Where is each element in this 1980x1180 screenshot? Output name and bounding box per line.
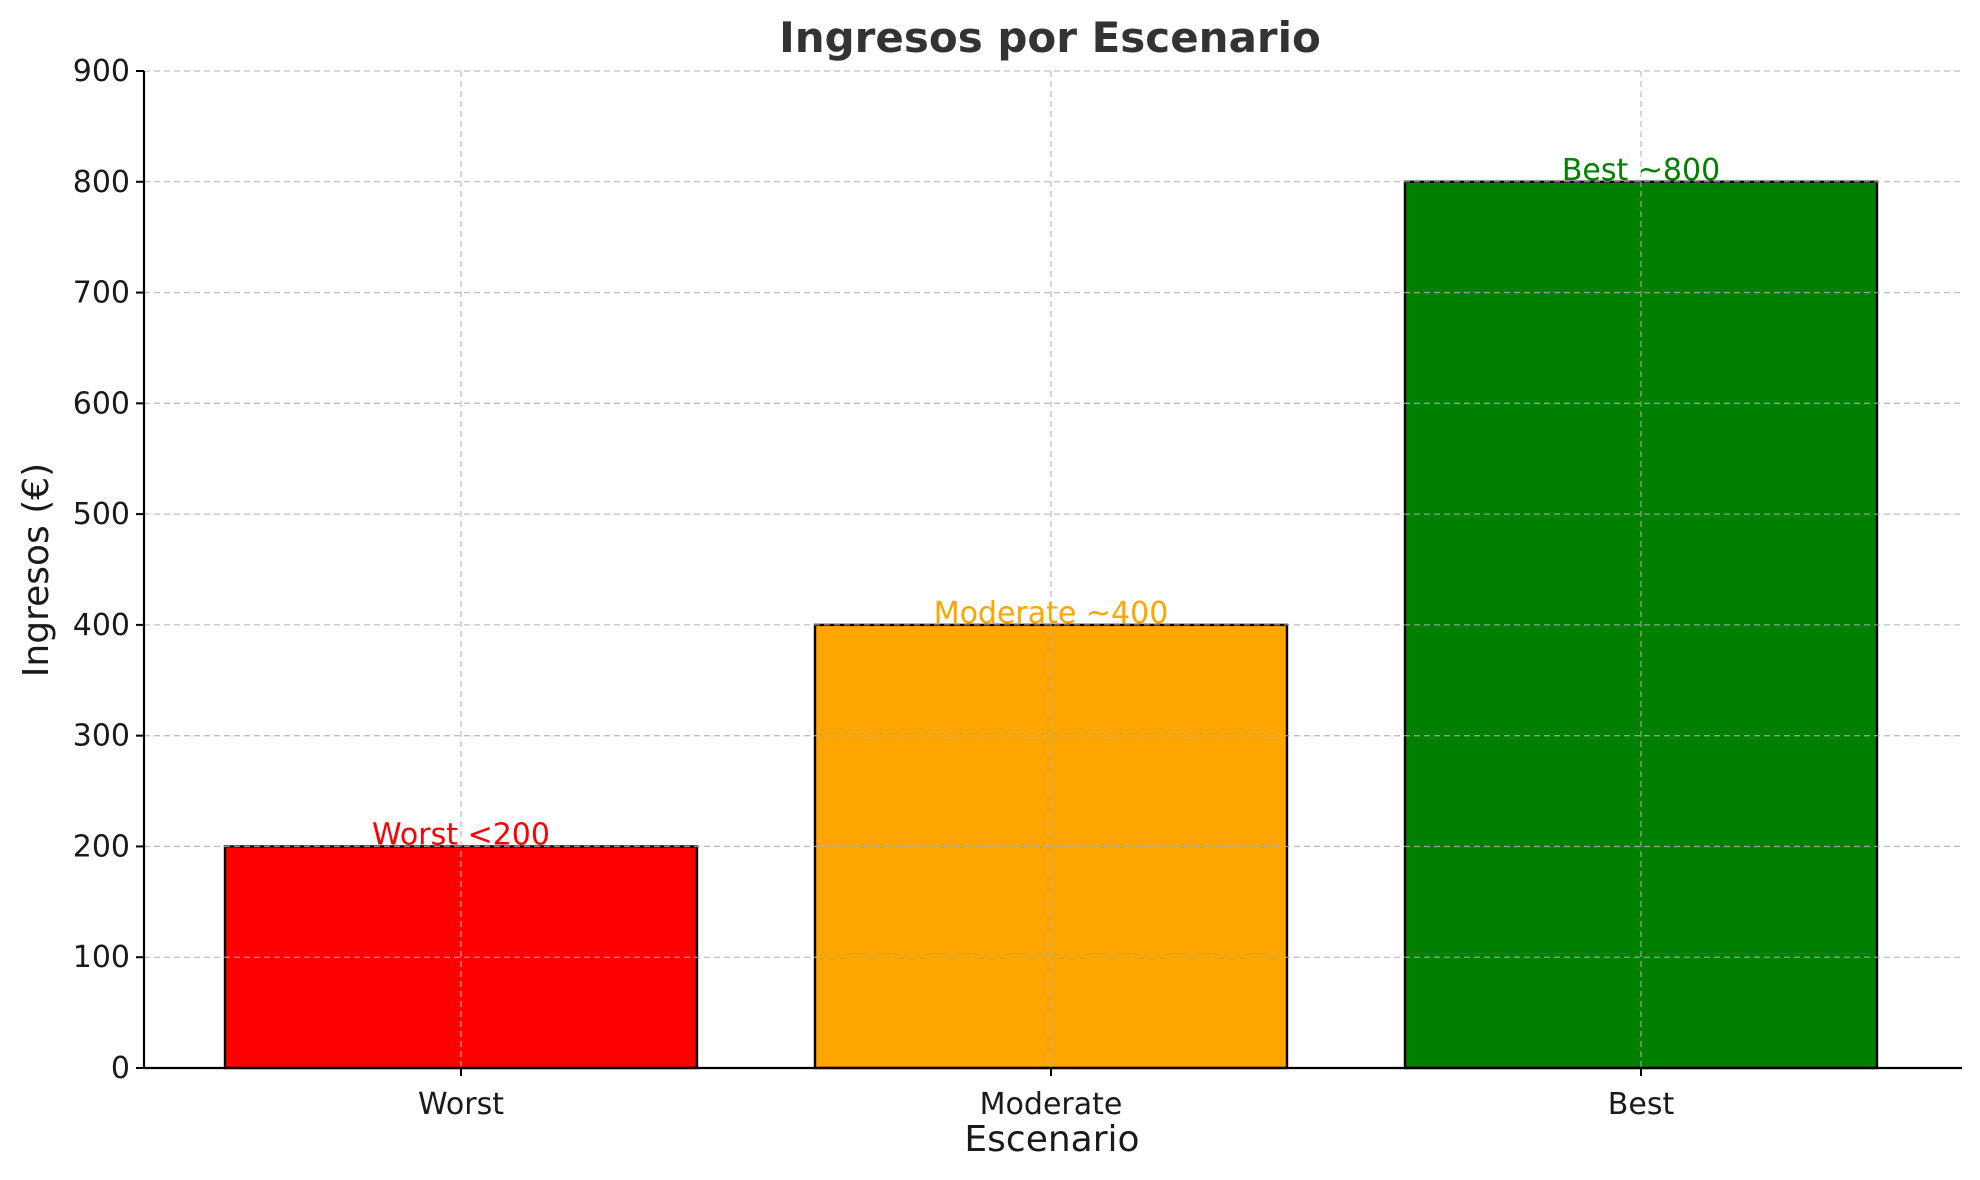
grid xyxy=(144,70,1962,1068)
bar-annotation-worst: Worst <200 xyxy=(372,817,550,852)
axes xyxy=(142,71,1962,1070)
bar-annotation-best: Best ~800 xyxy=(1562,153,1720,188)
y-tick-label: 900 xyxy=(73,54,130,89)
y-tick-label: 300 xyxy=(73,719,130,754)
bar-annotation-moderate: Moderate ~400 xyxy=(934,596,1169,631)
x-tick-label: Worst xyxy=(418,1087,504,1122)
y-tick-label: 200 xyxy=(73,829,130,864)
y-tick-label: 100 xyxy=(73,940,130,975)
y-tick-label: 800 xyxy=(73,165,130,200)
y-axis-label: Ingresos (€) xyxy=(16,463,57,677)
chart-title: Ingresos por Escenario xyxy=(779,13,1321,62)
x-tick-label: Moderate xyxy=(980,1087,1123,1122)
y-tick-label: 0 xyxy=(111,1051,130,1086)
y-tick-label: 500 xyxy=(73,497,130,532)
y-tick-label: 600 xyxy=(73,386,130,421)
y-tick-label: 400 xyxy=(73,608,130,643)
y-tick-label: 700 xyxy=(73,276,130,311)
x-axis-label: Escenario xyxy=(964,1119,1139,1160)
ticks: 0 100 200 300 400 500 600 700 800 900 Worst Moderat… xyxy=(73,54,1675,1122)
x-tick-label: Best xyxy=(1608,1087,1675,1122)
bar-annotations: Worst <200 Moderate ~400 Best ~800 xyxy=(372,153,1720,853)
